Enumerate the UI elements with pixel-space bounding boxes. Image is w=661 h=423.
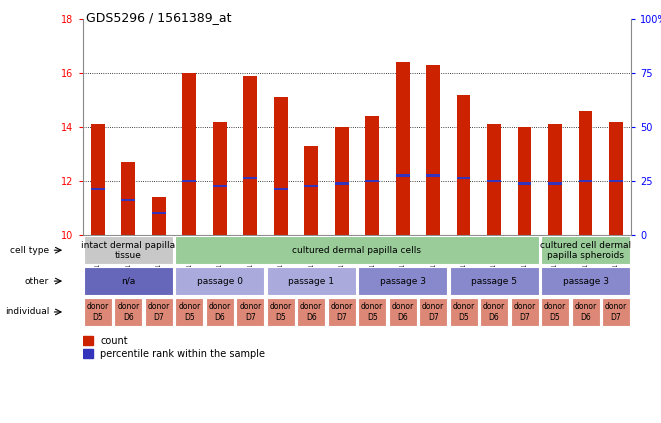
Bar bbox=[335, 127, 348, 235]
Text: donor
D6: donor D6 bbox=[391, 302, 414, 321]
Bar bbox=[182, 73, 196, 235]
Bar bbox=[243, 177, 257, 179]
Bar bbox=[389, 298, 416, 326]
Text: donor
D7: donor D7 bbox=[605, 302, 627, 321]
Bar bbox=[175, 267, 264, 295]
Bar bbox=[328, 298, 356, 326]
Bar bbox=[84, 236, 173, 264]
Bar bbox=[541, 298, 569, 326]
Bar bbox=[541, 267, 630, 295]
Bar bbox=[91, 188, 104, 190]
Bar bbox=[609, 121, 623, 235]
Bar bbox=[152, 197, 166, 235]
Bar bbox=[396, 174, 410, 176]
Bar bbox=[274, 188, 288, 190]
Text: donor
D6: donor D6 bbox=[574, 302, 597, 321]
Bar bbox=[145, 298, 173, 326]
Bar bbox=[83, 336, 93, 345]
Bar bbox=[236, 298, 264, 326]
Text: donor
D7: donor D7 bbox=[422, 302, 444, 321]
Bar bbox=[396, 62, 410, 235]
Text: donor
D6: donor D6 bbox=[209, 302, 231, 321]
Bar bbox=[213, 185, 227, 187]
Bar bbox=[518, 127, 531, 235]
Text: donor
D6: donor D6 bbox=[483, 302, 505, 321]
Bar bbox=[548, 124, 562, 235]
Bar bbox=[206, 298, 234, 326]
Bar bbox=[426, 174, 440, 176]
Bar bbox=[152, 212, 166, 214]
Bar bbox=[335, 182, 348, 184]
Bar bbox=[541, 236, 630, 264]
Text: donor
D7: donor D7 bbox=[514, 302, 535, 321]
Bar bbox=[122, 162, 136, 235]
Bar bbox=[449, 267, 539, 295]
Bar bbox=[274, 97, 288, 235]
Text: donor
D5: donor D5 bbox=[87, 302, 109, 321]
Text: passage 0: passage 0 bbox=[197, 277, 243, 286]
Bar bbox=[358, 298, 386, 326]
Text: donor
D7: donor D7 bbox=[239, 302, 261, 321]
Bar bbox=[114, 298, 142, 326]
Bar bbox=[487, 180, 501, 182]
Bar bbox=[297, 298, 325, 326]
Text: donor
D6: donor D6 bbox=[117, 302, 139, 321]
Text: passage 3: passage 3 bbox=[379, 277, 426, 286]
Text: donor
D5: donor D5 bbox=[178, 302, 200, 321]
Bar bbox=[84, 267, 173, 295]
Bar bbox=[175, 298, 204, 326]
Text: passage 5: passage 5 bbox=[471, 277, 517, 286]
Bar bbox=[419, 298, 447, 326]
Bar bbox=[213, 121, 227, 235]
Bar bbox=[83, 349, 93, 358]
Bar bbox=[518, 182, 531, 184]
Text: percentile rank within the sample: percentile rank within the sample bbox=[100, 349, 265, 359]
Bar bbox=[366, 180, 379, 182]
Bar bbox=[457, 95, 471, 235]
Text: donor
D7: donor D7 bbox=[147, 302, 170, 321]
Bar bbox=[122, 199, 136, 201]
Text: donor
D5: donor D5 bbox=[453, 302, 475, 321]
Bar bbox=[358, 267, 447, 295]
Bar bbox=[609, 180, 623, 182]
Text: donor
D5: donor D5 bbox=[270, 302, 292, 321]
Text: cultured dermal papilla cells: cultured dermal papilla cells bbox=[292, 246, 422, 255]
Text: donor
D7: donor D7 bbox=[330, 302, 353, 321]
Bar bbox=[182, 180, 196, 182]
Bar bbox=[572, 298, 600, 326]
Bar bbox=[175, 236, 539, 264]
Text: cultured cell dermal
papilla spheroids: cultured cell dermal papilla spheroids bbox=[540, 241, 631, 260]
Bar bbox=[304, 185, 318, 187]
Bar bbox=[267, 267, 356, 295]
Text: intact dermal papilla
tissue: intact dermal papilla tissue bbox=[81, 241, 175, 260]
Bar bbox=[480, 298, 508, 326]
Bar bbox=[578, 111, 592, 235]
Text: passage 1: passage 1 bbox=[288, 277, 334, 286]
Text: GDS5296 / 1561389_at: GDS5296 / 1561389_at bbox=[86, 11, 231, 24]
Text: donor
D5: donor D5 bbox=[361, 302, 383, 321]
Bar bbox=[267, 298, 295, 326]
Bar bbox=[449, 298, 478, 326]
Text: individual: individual bbox=[5, 308, 49, 316]
Bar bbox=[366, 116, 379, 235]
Bar bbox=[84, 298, 112, 326]
Text: donor
D5: donor D5 bbox=[544, 302, 566, 321]
Text: n/a: n/a bbox=[121, 277, 136, 286]
Bar bbox=[426, 65, 440, 235]
Bar bbox=[602, 298, 630, 326]
Text: donor
D6: donor D6 bbox=[300, 302, 323, 321]
Bar bbox=[304, 146, 318, 235]
Bar bbox=[457, 177, 471, 179]
Bar bbox=[487, 124, 501, 235]
Bar bbox=[548, 182, 562, 184]
Bar bbox=[91, 124, 104, 235]
Text: passage 3: passage 3 bbox=[563, 277, 609, 286]
Bar bbox=[243, 76, 257, 235]
Text: count: count bbox=[100, 335, 128, 346]
Text: other: other bbox=[25, 277, 49, 286]
Bar bbox=[510, 298, 539, 326]
Bar bbox=[578, 180, 592, 182]
Text: cell type: cell type bbox=[10, 246, 49, 255]
